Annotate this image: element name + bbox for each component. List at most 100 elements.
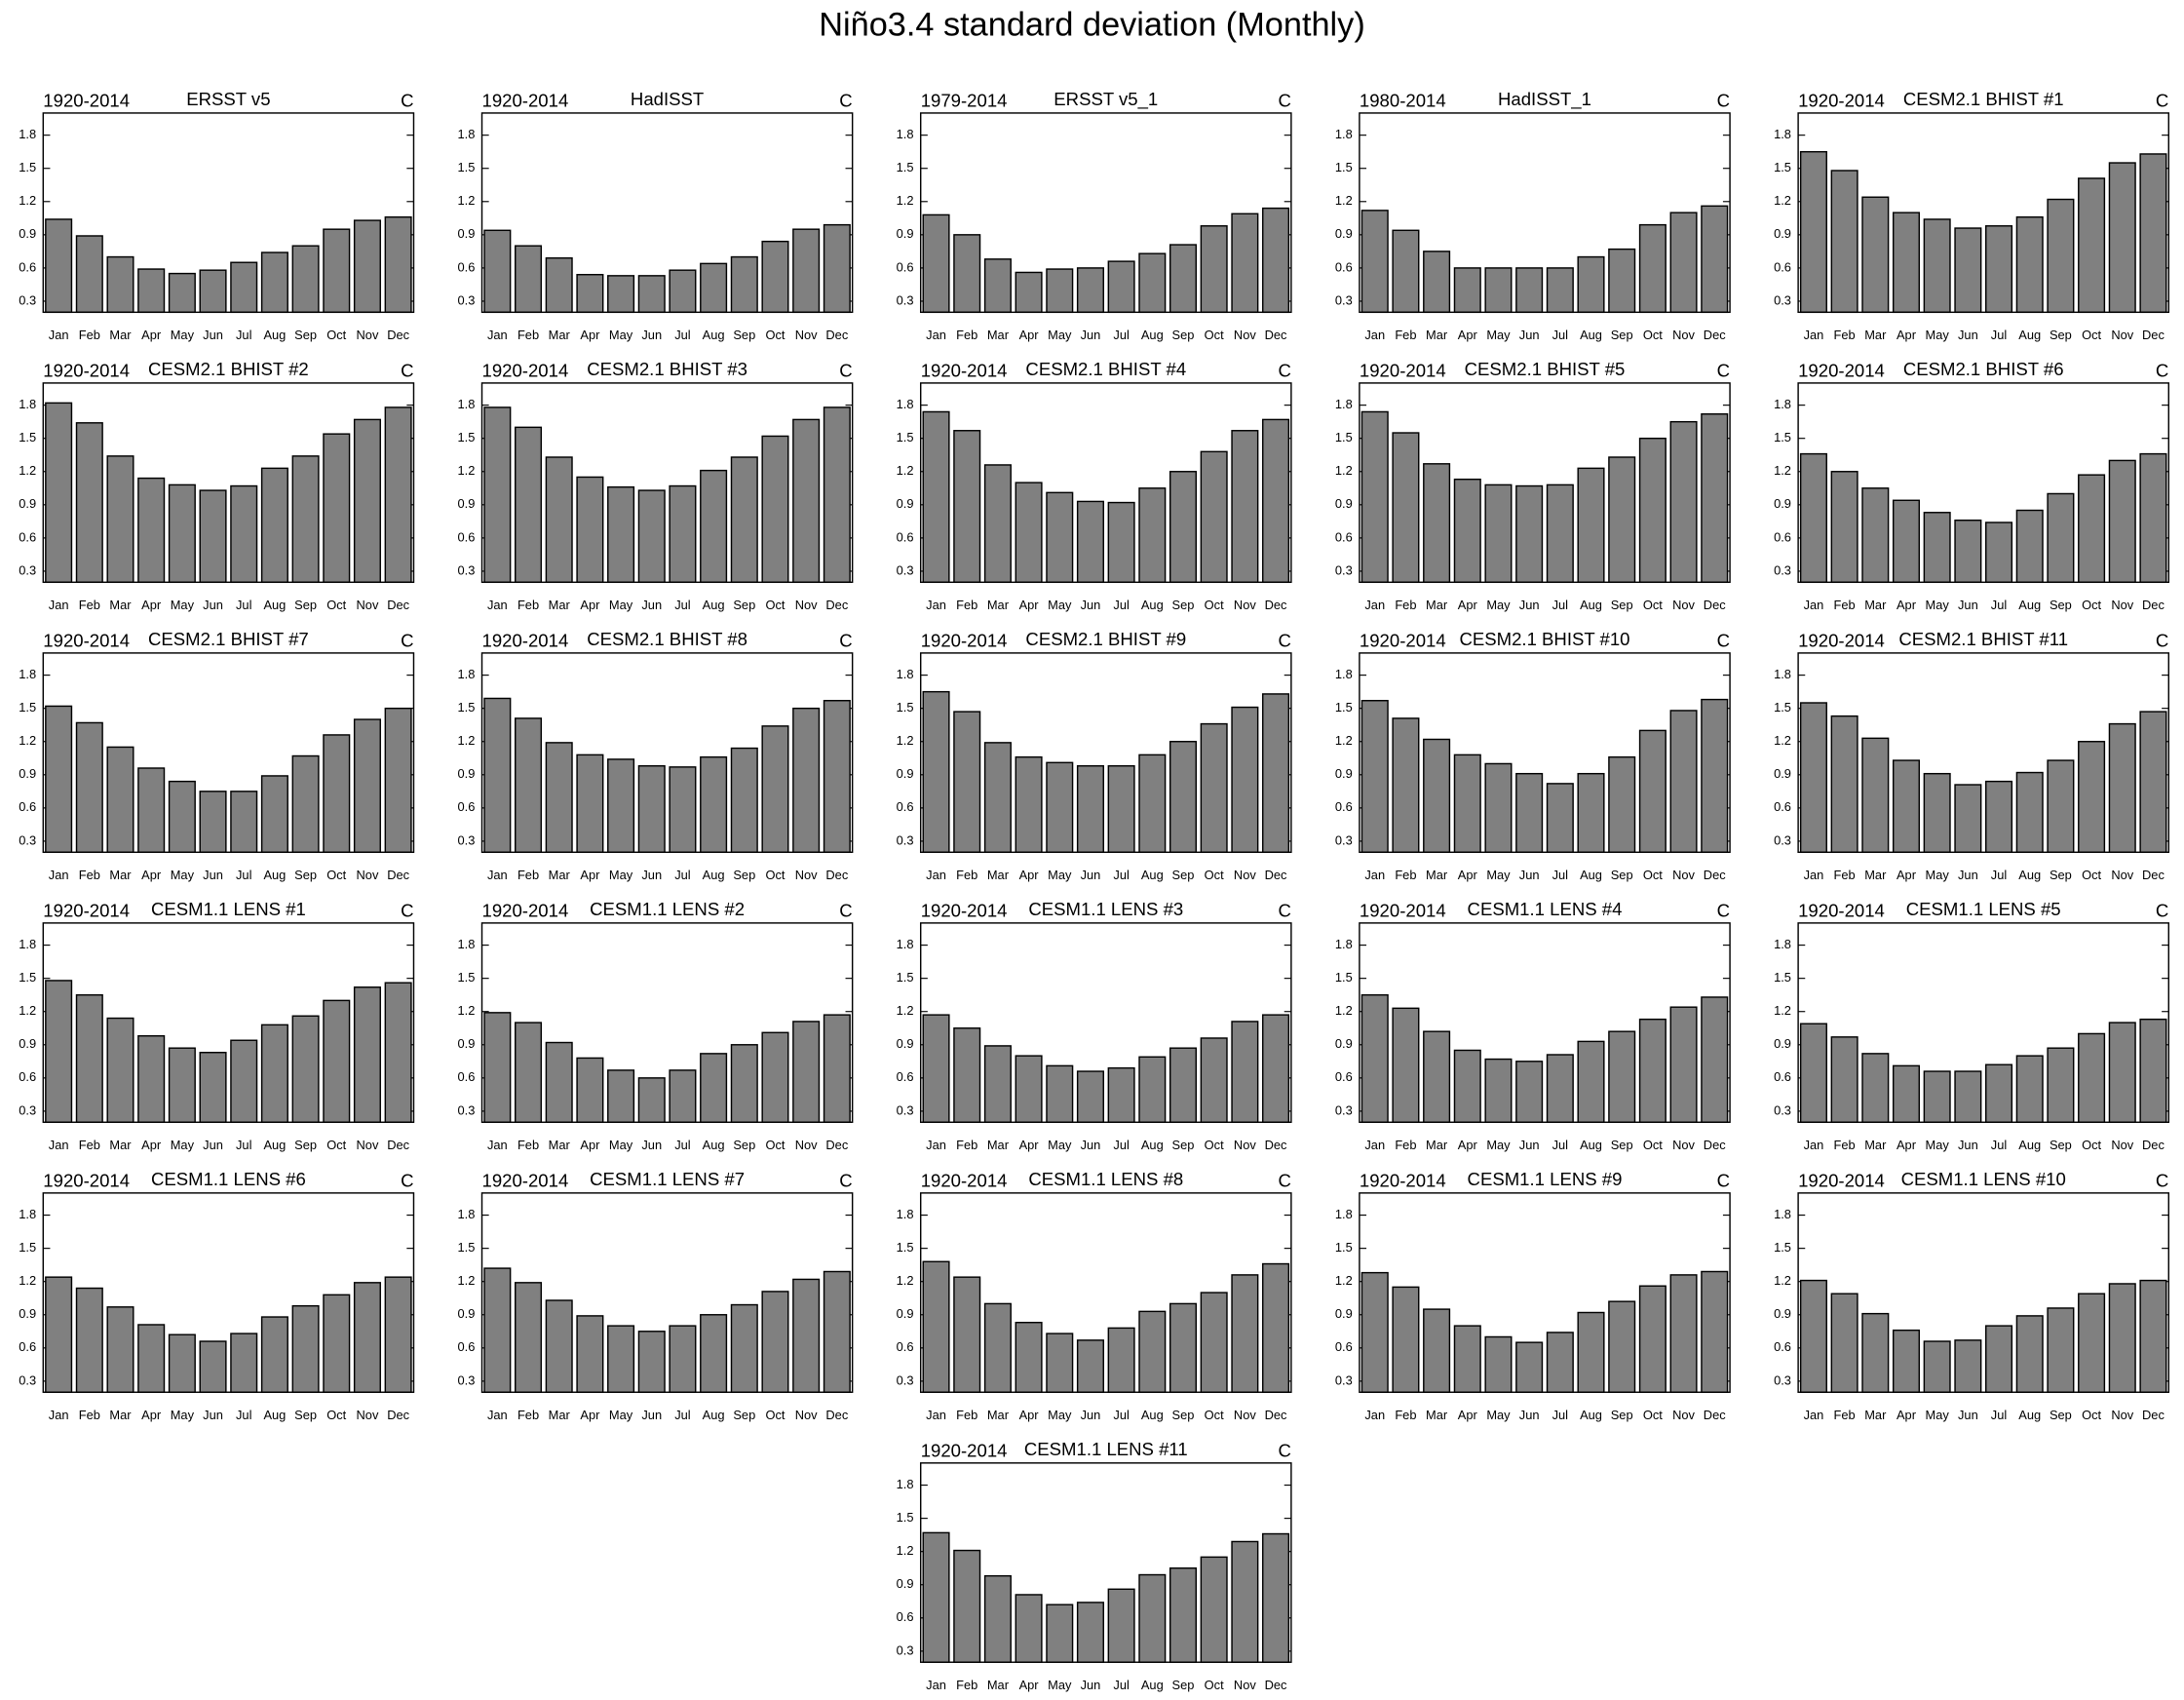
plot-frame [919, 652, 1292, 854]
bar [2108, 1283, 2136, 1393]
x-tick-label: Dec [2142, 1138, 2165, 1152]
x-tick-label: Jan [926, 1408, 946, 1422]
y-tick-label: 0.9 [1335, 226, 1353, 241]
bar [260, 251, 288, 314]
plot-frame [1797, 382, 2169, 584]
x-tick-label: Nov [795, 598, 818, 612]
y-tick-label: 0.6 [19, 1339, 36, 1354]
y-tick-label: 1.8 [19, 397, 36, 411]
x-tick-label: Jun [1958, 1408, 1978, 1422]
panel-right-label: C [1278, 630, 1290, 650]
bar [291, 455, 320, 584]
y-tick-label: 1.5 [19, 160, 36, 174]
y-tick-label: 1.8 [897, 397, 914, 411]
x-tick-label: Mar [109, 1138, 132, 1152]
bar [230, 791, 258, 854]
panel-title: CESM2.1 BHIST #9 [1025, 629, 1186, 649]
x-tick-label: Sep [733, 1138, 755, 1152]
bar [75, 235, 103, 314]
bar [353, 986, 381, 1123]
x-tick-label: Aug [1141, 598, 1164, 612]
x-tick-label: Dec [387, 868, 409, 882]
panel-left-label: 1920-2014 [482, 630, 569, 650]
bar [983, 464, 1012, 584]
y-tick-label: 0.9 [897, 496, 914, 511]
y-tick-label: 1.8 [1335, 397, 1353, 411]
bar [922, 213, 950, 314]
bar [545, 256, 573, 314]
panel-right-label: C [1278, 900, 1290, 920]
x-tick-label: Nov [357, 1138, 379, 1152]
bar [137, 1324, 166, 1393]
plot-frame [919, 382, 1292, 584]
bar [1015, 1322, 1043, 1393]
x-tick-label: Mar [109, 1408, 132, 1422]
x-tick-label: Jan [49, 868, 69, 882]
bar [1169, 1567, 1198, 1663]
x-tick-label: Apr [1019, 1408, 1040, 1422]
x-tick-label: Jan [1364, 1408, 1385, 1422]
bar [1231, 1540, 1259, 1663]
bar [1392, 717, 1420, 854]
bar [761, 1031, 789, 1123]
y-tick-label: 0.9 [897, 1576, 914, 1591]
bar [515, 1282, 543, 1393]
panel-left-label: 1920-2014 [482, 360, 569, 380]
y-tick-label: 1.8 [1774, 1207, 1791, 1221]
panel-right-label: C [839, 360, 852, 380]
bar [199, 269, 227, 314]
bar [384, 982, 412, 1123]
panel-title: CESM2.1 BHIST #3 [587, 359, 747, 379]
x-tick-label: Jun [641, 868, 662, 882]
x-tick-label: Jan [1804, 328, 1824, 342]
bar [2139, 452, 2167, 584]
bar [515, 717, 543, 854]
bar [2047, 759, 2075, 854]
panel-title: CESM2.1 BHIST #5 [1465, 359, 1626, 379]
bar [1169, 1302, 1198, 1393]
panel-right-label: C [1717, 900, 1730, 920]
x-tick-label: Jan [49, 328, 69, 342]
x-tick-label: Jul [1113, 1408, 1129, 1422]
panel-title: CESM1.1 LENS #7 [590, 1169, 745, 1189]
panel-right-label: C [839, 900, 852, 920]
panel-right-label: C [2156, 90, 2168, 110]
bar [168, 1333, 196, 1393]
bar [199, 489, 227, 584]
y-tick-label: 1.5 [1335, 1240, 1353, 1255]
plot-frame [42, 112, 415, 314]
x-tick-label: Jun [203, 1138, 223, 1152]
bar [607, 758, 635, 854]
x-tick-label: May [1486, 1408, 1511, 1422]
plot-frame [1797, 922, 2169, 1123]
y-tick-label: 0.6 [19, 799, 36, 814]
x-tick-label: Nov [2111, 328, 2133, 342]
x-tick-label: Nov [2111, 1138, 2133, 1152]
x-tick-label: Sep [2050, 328, 2072, 342]
x-tick-label: Feb [79, 868, 100, 882]
x-tick-label: Jul [1552, 1138, 1568, 1152]
x-tick-label: Feb [956, 1678, 977, 1692]
y-tick-label: 1.2 [19, 1003, 36, 1018]
y-tick-label: 1.5 [1774, 1240, 1791, 1255]
bar [1799, 1023, 1827, 1123]
x-tick-label: Jul [1991, 868, 2007, 882]
bar [1453, 753, 1481, 854]
x-tick-label: Apr [141, 1408, 162, 1422]
bar [1577, 1040, 1605, 1123]
bar [1423, 738, 1451, 854]
bar [1046, 1603, 1074, 1663]
panel-right-label: C [839, 1170, 852, 1190]
bar [1107, 765, 1135, 854]
bar [2108, 722, 2136, 854]
bar [1985, 780, 2013, 854]
x-tick-label: Apr [1897, 1138, 1917, 1152]
bar [1954, 227, 1982, 314]
bar [1200, 1556, 1228, 1663]
bar [1923, 1070, 1951, 1123]
bar [1701, 205, 1729, 314]
x-tick-label: Jun [1081, 328, 1101, 342]
x-tick-label: Jun [1519, 868, 1540, 882]
x-tick-label: Sep [1172, 1408, 1195, 1422]
y-tick-label: 1.5 [19, 1240, 36, 1255]
